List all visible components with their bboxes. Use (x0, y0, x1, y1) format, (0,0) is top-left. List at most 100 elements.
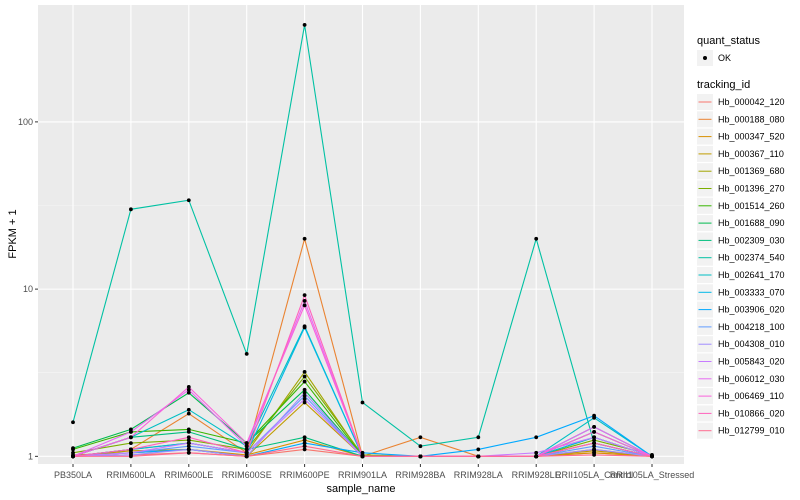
data-point (186, 430, 191, 434)
data-point (186, 407, 191, 412)
x-tick-label: RRII105LA_Control (555, 470, 633, 480)
color-legend-label: Hb_012799_010 (718, 426, 785, 436)
color-legend-label: Hb_004218_100 (718, 322, 785, 332)
data-point (244, 444, 249, 449)
data-point (534, 435, 539, 440)
data-point (650, 454, 654, 459)
x-tick-label: RRIM928LE (512, 470, 561, 480)
color-legend-label: Hb_001514_260 (718, 201, 785, 211)
points-layer (71, 23, 654, 459)
y-axis-title: FPKM + 1 (7, 209, 19, 258)
data-point (129, 447, 133, 452)
data-point (186, 411, 191, 416)
y-tick-label: 1 (28, 451, 33, 461)
data-point (186, 390, 191, 395)
data-point (302, 23, 307, 27)
data-point (302, 400, 307, 405)
x-tick-label: RRIM901LA (338, 470, 387, 480)
shape-legend-title: quant_status (697, 35, 760, 47)
data-point (592, 425, 596, 429)
data-point (476, 454, 481, 459)
data-point (71, 454, 75, 459)
color-legend-label: Hb_006469_110 (718, 391, 784, 401)
data-point (302, 397, 307, 401)
data-point (129, 207, 133, 212)
data-point (302, 447, 307, 452)
x-tick-label: RRII105LA_Stressed (610, 470, 695, 480)
shape-legend-label: OK (718, 53, 731, 63)
data-point (244, 454, 249, 459)
data-point (71, 450, 75, 455)
data-point (418, 454, 423, 459)
color-legend-label: Hb_003333_070 (718, 287, 785, 297)
data-point (302, 325, 307, 330)
data-point (302, 387, 307, 392)
data-point (302, 379, 307, 384)
y-axis: 1 10 100 (18, 117, 38, 461)
x-tick-label: RRIM600PE (280, 470, 330, 480)
data-point (534, 454, 539, 459)
legend: quant_status OK tracking_id Hb_000042_12… (697, 35, 785, 439)
data-point (186, 198, 191, 203)
color-legend-label: Hb_001396_270 (718, 184, 785, 194)
data-point (302, 438, 307, 443)
data-point (244, 447, 249, 452)
data-point (592, 413, 596, 418)
color-legend-label: Hb_001369_680 (718, 166, 785, 176)
data-point (71, 420, 75, 425)
data-point (186, 447, 191, 452)
data-point (592, 444, 596, 449)
data-point (244, 351, 249, 356)
data-point (129, 454, 133, 459)
data-point (302, 299, 307, 303)
data-point (418, 444, 423, 449)
color-legend-title: tracking_id (697, 79, 750, 91)
data-point (302, 435, 307, 440)
data-point (71, 446, 75, 451)
data-point (302, 236, 307, 241)
x-tick-label: PB350LA (54, 470, 92, 480)
data-point (418, 435, 423, 440)
color-legend-label: Hb_001688_090 (718, 218, 785, 228)
data-point (302, 369, 307, 374)
shape-legend-dot (703, 56, 707, 60)
data-point (592, 435, 596, 440)
data-point (129, 430, 133, 434)
data-point (534, 236, 539, 241)
data-point (476, 447, 481, 452)
color-legend-label: Hb_002641_170 (718, 270, 785, 280)
data-point (186, 385, 191, 389)
x-axis-title: sample_name (326, 483, 395, 495)
data-point (129, 441, 133, 446)
y-tick-label: 100 (18, 117, 33, 127)
data-point (186, 438, 191, 443)
color-legend-label: Hb_006012_030 (718, 374, 785, 384)
data-point (302, 441, 307, 446)
data-point (592, 430, 596, 434)
color-legend-label: Hb_000188_080 (718, 114, 785, 124)
data-point (186, 444, 191, 449)
color-legend-label: Hb_002309_030 (718, 235, 785, 245)
data-point (302, 393, 307, 398)
data-point (592, 438, 596, 443)
x-tick-label: RRIM600LE (164, 470, 213, 480)
data-point (302, 303, 307, 308)
color-legend-label: Hb_000347_520 (718, 132, 785, 142)
data-point (129, 435, 133, 440)
data-point (476, 435, 481, 440)
data-point (592, 453, 596, 457)
data-point (186, 435, 191, 440)
x-tick-label: RRIM928LA (454, 470, 503, 480)
data-point (534, 450, 539, 455)
data-point (592, 441, 596, 446)
x-tick-label: RRIM600LA (106, 470, 155, 480)
x-tick-label: RRIM600SE (222, 470, 272, 480)
color-legend-label: Hb_000367_110 (718, 149, 784, 159)
data-point (186, 387, 191, 392)
color-legend-label: Hb_010866_020 (718, 408, 785, 418)
data-point (360, 454, 365, 459)
data-point (360, 450, 365, 455)
color-legend-label: Hb_004308_010 (718, 339, 785, 349)
color-legend-label: Hb_005843_020 (718, 357, 785, 367)
